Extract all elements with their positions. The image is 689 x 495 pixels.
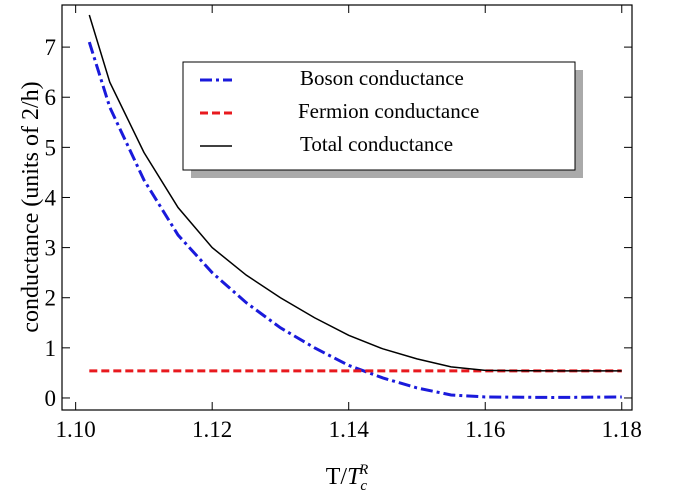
series-line: [88, 14, 622, 372]
y-tick-label: 2: [45, 286, 57, 311]
series-line: [87, 41, 622, 399]
y-tick-label: 6: [45, 85, 57, 110]
x-tick-label: 1.16: [465, 417, 505, 442]
x-axis-label: T/TcR: [326, 462, 369, 494]
legend-label: Boson conductance: [300, 66, 464, 90]
legend-label: Total conductance: [300, 132, 453, 156]
x-label-base: T/: [326, 464, 348, 490]
y-tick-label: 5: [45, 135, 57, 160]
y-tick-label: 1: [45, 336, 57, 361]
y-axis-label: conductance (units of 2/h): [18, 81, 44, 332]
y-tick-label: 3: [45, 236, 57, 261]
x-tick-label: 1.18: [602, 417, 642, 442]
x-label-sup: R: [358, 462, 368, 478]
x-label-sub: c: [360, 478, 367, 494]
x-label-italic: T: [347, 464, 362, 490]
y-tick-label: 7: [45, 35, 57, 60]
legend-box: [182, 61, 576, 171]
y-tick-label: 4: [45, 185, 57, 210]
plot-frame: [61, 4, 633, 411]
y-tick-label: 0: [45, 386, 57, 411]
legend-label: Fermion conductance: [298, 99, 479, 123]
x-tick-label: 1.12: [192, 417, 232, 442]
x-tick-label: 1.14: [329, 417, 370, 442]
x-tick-label: 1.10: [56, 417, 96, 442]
